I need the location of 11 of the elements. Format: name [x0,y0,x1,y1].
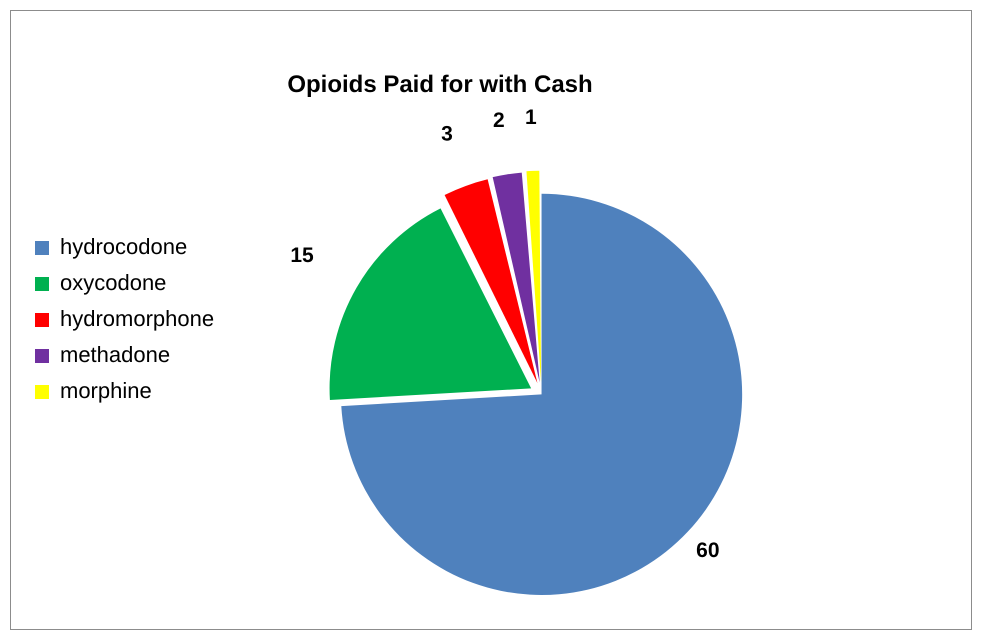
data-label: 1 [524,106,537,129]
data-label: 2 [492,108,505,132]
data-label: 60 [696,539,720,562]
legend-label: hydromorphone [60,306,214,332]
data-label: 3 [441,122,453,146]
legend-label: methadone [60,342,170,368]
chart-title: Opioids Paid for with Cash [287,71,593,98]
legend-label: morphine [60,378,152,404]
legend-label: hydrocodone [60,234,188,260]
data-label: 15 [290,244,314,267]
legend-label: oxycodone [60,270,166,296]
